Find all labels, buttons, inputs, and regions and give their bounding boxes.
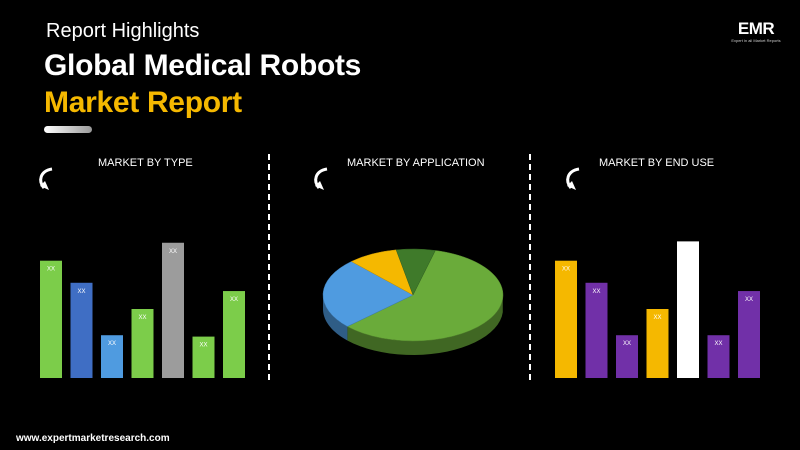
end-use-bar-label-7: XX: [745, 297, 753, 303]
type-bar-label-7: XX: [230, 297, 238, 303]
cycle-arrow-icon: [39, 167, 53, 190]
end-use-bar-2: [585, 282, 608, 378]
end-use-bar-6: [707, 335, 730, 378]
cycle-arrow-icon: [566, 167, 580, 190]
type-bar-label-1: XX: [47, 267, 55, 273]
logo-tagline: Expert in all Market Reports: [731, 38, 781, 43]
pie-slice-2: [322, 261, 414, 327]
type-bar-label-4: XX: [138, 315, 146, 321]
type-bar-label-5: XX: [169, 249, 177, 255]
end-use-bar-label-2: XX: [592, 289, 600, 295]
end-use-bar-7: [738, 291, 760, 378]
title-underline: [44, 126, 92, 133]
chart-market-by-end-use: XX XX XX XX XX XX XX: [555, 241, 760, 378]
end-use-bar-4: [646, 309, 669, 378]
pie-slice-1: [346, 250, 504, 342]
chart-market-by-application: [322, 248, 504, 355]
panel-title-type: MARKET BY TYPE: [98, 157, 193, 169]
pie-slice-4: [395, 248, 436, 296]
panel-divider-1: [268, 154, 270, 380]
type-bar-4: [131, 309, 154, 378]
type-bar-label-2: XX: [77, 289, 85, 295]
chart-market-by-type: XX XX XX XX XX XX XX: [40, 242, 245, 378]
pie-slice-side-2: [323, 295, 348, 341]
cycle-arrow-icon: [314, 167, 328, 190]
pie-slice-side-1: [347, 298, 503, 355]
panel-title-application: MARKET BY APPLICATION: [347, 157, 485, 169]
end-use-bar-5: [677, 241, 699, 378]
type-bar-7: [223, 291, 245, 378]
type-bar-1: [40, 260, 62, 378]
end-use-bar-label-5: XX: [684, 247, 692, 253]
end-use-bar-label-3: XX: [623, 341, 631, 347]
type-bar-6: [192, 336, 215, 378]
type-bar-3: [101, 335, 123, 378]
end-use-bar-label-6: XX: [714, 341, 722, 347]
report-subtitle: Report Highlights: [46, 20, 200, 42]
type-bar-label-6: XX: [199, 343, 207, 349]
panel-divider-2: [529, 154, 531, 380]
emr-logo: EMR Expert in all Market Reports: [730, 20, 782, 50]
end-use-bar-label-4: XX: [653, 315, 661, 321]
panel-title-end-use: MARKET BY END USE: [599, 157, 715, 169]
footer-url[interactable]: www.expertmarketresearch.com: [16, 433, 170, 444]
end-use-bar-label-1: XX: [562, 267, 570, 273]
page-title: Global Medical Robots: [44, 49, 362, 82]
logo-text: EMR: [737, 19, 775, 38]
page-title-highlight: Market Report: [44, 86, 242, 119]
type-bar-2: [70, 282, 93, 378]
type-bar-label-3: XX: [108, 341, 116, 347]
end-use-bar-3: [616, 335, 638, 378]
end-use-bar-1: [555, 260, 577, 378]
type-bar-5: [162, 242, 184, 378]
